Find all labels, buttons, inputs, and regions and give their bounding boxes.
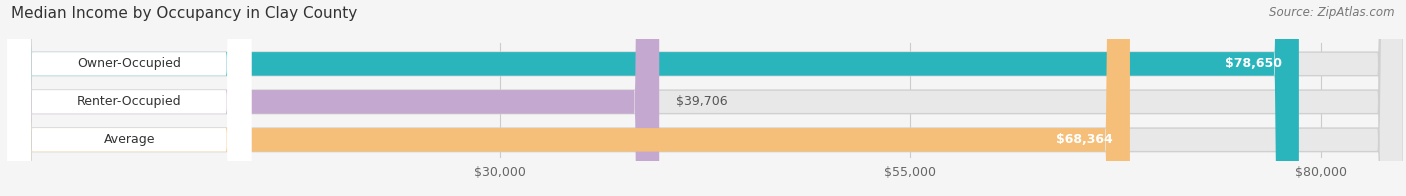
FancyBboxPatch shape: [7, 0, 1130, 196]
FancyBboxPatch shape: [7, 0, 1403, 196]
Text: $68,364: $68,364: [1056, 133, 1114, 146]
FancyBboxPatch shape: [7, 0, 1403, 196]
Text: Median Income by Occupancy in Clay County: Median Income by Occupancy in Clay Count…: [11, 6, 357, 21]
Text: $78,650: $78,650: [1225, 57, 1282, 70]
FancyBboxPatch shape: [7, 0, 659, 196]
Text: Average: Average: [104, 133, 155, 146]
Text: Owner-Occupied: Owner-Occupied: [77, 57, 181, 70]
FancyBboxPatch shape: [7, 0, 1299, 196]
Text: Source: ZipAtlas.com: Source: ZipAtlas.com: [1270, 6, 1395, 19]
FancyBboxPatch shape: [7, 0, 252, 196]
Text: $39,706: $39,706: [676, 95, 727, 108]
FancyBboxPatch shape: [7, 0, 252, 196]
Text: Renter-Occupied: Renter-Occupied: [77, 95, 181, 108]
FancyBboxPatch shape: [7, 0, 252, 196]
FancyBboxPatch shape: [7, 0, 1403, 196]
